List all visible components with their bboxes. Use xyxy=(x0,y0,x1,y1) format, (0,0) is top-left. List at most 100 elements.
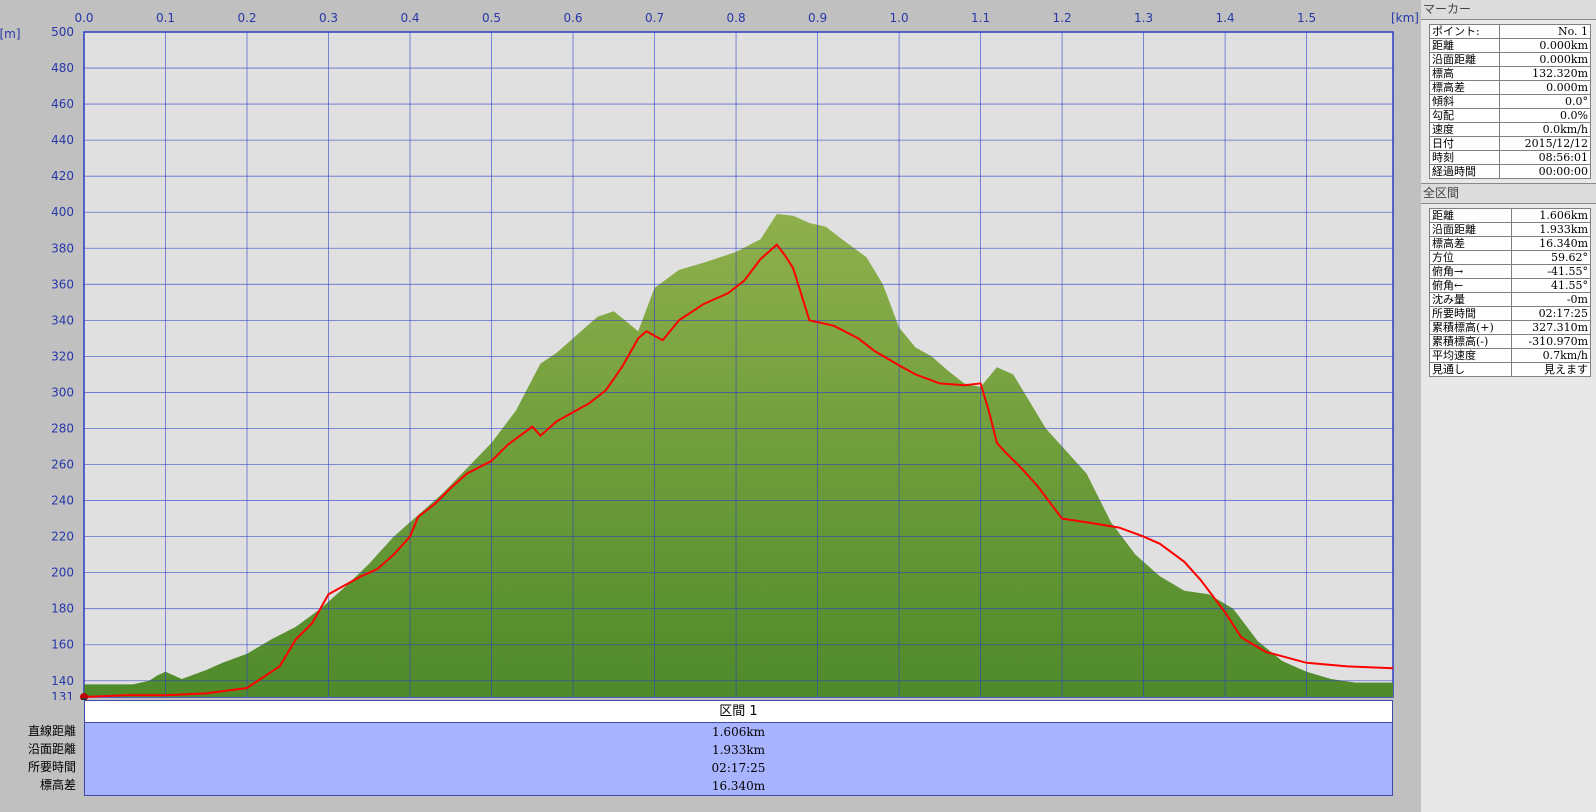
total-row: 俯角← 41.55° xyxy=(1429,278,1592,293)
section-row-labels: 直線距離 沿面距離 所要時間 標高差 xyxy=(0,722,76,794)
y-min-label: 131 xyxy=(51,690,74,700)
total-row: 沿面距離 1.933km xyxy=(1429,222,1592,237)
track-line xyxy=(83,243,1394,698)
marker-value: 0.0° xyxy=(1499,94,1591,109)
total-label: 距離 xyxy=(1429,208,1512,223)
y-tick-label: 260 xyxy=(51,458,74,472)
marker-label: 傾斜 xyxy=(1428,94,1501,109)
total-value: 0.7km/h xyxy=(1510,348,1592,363)
total-label: 俯角← xyxy=(1429,278,1512,293)
total-row: 方位 59.62° xyxy=(1429,250,1592,265)
section-summary: 区間 1 1.606km 1.933km 02:17:25 16.340m xyxy=(84,700,1393,796)
cursor-marker xyxy=(81,698,87,700)
total-label: 所要時間 xyxy=(1429,306,1512,321)
x-tick-label: 0.1 xyxy=(156,11,175,25)
y-tick-label: 300 xyxy=(51,385,74,399)
x-tick-label: 1.4 xyxy=(1216,11,1235,25)
marker-row: 標高差 0.000m xyxy=(1428,80,1591,95)
y-tick-label: 320 xyxy=(51,349,74,363)
total-value: -41.55° xyxy=(1510,264,1592,279)
y-tick-label: 140 xyxy=(51,674,74,688)
y-tick-label: 360 xyxy=(51,277,74,291)
marker-label: 標高差 xyxy=(1428,80,1501,95)
x-tick-label: 0.9 xyxy=(808,11,827,25)
terrain-area xyxy=(84,214,1393,697)
total-label: 沿面距離 xyxy=(1429,222,1512,237)
x-unit-label: [km] xyxy=(1391,11,1419,25)
x-tick-label: 0.8 xyxy=(727,11,746,25)
total-panel-title: 全区間 xyxy=(1421,183,1596,204)
marker-label: 経過時間 xyxy=(1428,164,1501,179)
marker-row: 沿面距離 0.000km xyxy=(1428,52,1591,67)
y-tick-label: 180 xyxy=(51,602,74,616)
marker-row: 日付 2015/12/12 xyxy=(1428,136,1591,151)
marker-row: 標高 132.320m xyxy=(1428,66,1591,81)
y-tick-label: 480 xyxy=(51,61,74,75)
total-value: 1.606km xyxy=(1510,208,1592,223)
marker-row: ポイント: No. 1 xyxy=(1428,24,1591,39)
x-tick-label: 1.3 xyxy=(1134,11,1153,25)
marker-value: 2015/12/12 xyxy=(1499,136,1591,151)
marker-value: 00:00:00 xyxy=(1499,164,1591,179)
y-tick-label: 380 xyxy=(51,241,74,255)
total-row: 俯角→ -41.55° xyxy=(1429,264,1592,279)
marker-table: ポイント: No. 1 距離 0.000km 沿面距離 0.000km 標高 132.320m… xyxy=(1428,24,1591,179)
y-unit-label: [m] xyxy=(0,27,21,41)
total-value: 1.933km xyxy=(1510,222,1592,237)
y-tick-label: 440 xyxy=(51,133,74,147)
y-tick-label: 340 xyxy=(51,313,74,327)
total-label: 累積標高(+) xyxy=(1429,320,1512,335)
y-tick-label: 460 xyxy=(51,97,74,111)
total-value: -310.970m xyxy=(1510,334,1592,349)
total-row: 標高差 16.340m xyxy=(1429,236,1592,251)
row-label: 所要時間 xyxy=(27,760,76,774)
x-tick-label: 1.0 xyxy=(890,11,909,25)
x-tick-label: 0.3 xyxy=(319,11,338,25)
y-tick-label: 280 xyxy=(51,421,74,435)
marker-value: 132.320m xyxy=(1499,66,1591,81)
y-tick-label: 500 xyxy=(51,25,74,39)
marker-value: 0.0% xyxy=(1499,108,1591,123)
y-tick-label: 200 xyxy=(51,566,74,580)
marker-label: 時刻 xyxy=(1428,150,1501,165)
marker-row: 速度 0.0km/h xyxy=(1428,122,1591,137)
marker-label: 距離 xyxy=(1428,38,1501,53)
marker-value: 08:56:01 xyxy=(1499,150,1591,165)
total-value: 327.310m xyxy=(1510,320,1592,335)
marker-row: 経過時間 00:00:00 xyxy=(1428,164,1591,179)
marker-label: 勾配 xyxy=(1428,108,1501,123)
total-label: 累積標高(-) xyxy=(1429,334,1512,349)
marker-row: 勾配 0.0% xyxy=(1428,108,1591,123)
marker-label: ポイント: xyxy=(1428,24,1501,39)
marker-row: 距離 0.000km xyxy=(1428,38,1591,53)
y-tick-label: 220 xyxy=(51,530,74,544)
total-row: 沈み量 -0m xyxy=(1429,292,1592,307)
section-value-time: 02:17:25 xyxy=(711,761,766,775)
total-row: 距離 1.606km xyxy=(1429,208,1592,223)
total-row: 累積標高(+) 327.310m xyxy=(1429,320,1592,335)
x-tick-label: 1.2 xyxy=(1053,11,1072,25)
row-label: 沿面距離 xyxy=(27,742,76,756)
x-tick-label: 0.2 xyxy=(237,11,256,25)
x-tick-label: 1.5 xyxy=(1297,11,1316,25)
section-value-surface: 1.933km xyxy=(711,743,765,757)
x-tick-label: 0.5 xyxy=(482,11,501,25)
total-label: 沈み量 xyxy=(1429,292,1512,307)
total-value: 見えます xyxy=(1510,362,1592,377)
elevation-chart[interactable]: 0.0 0.1 0.2 0.3 0.4 0.5 0.6 0.7 0.8 0.9 1.0 1.1 1.2 1… xyxy=(0,0,1421,700)
marker-row: 時刻 08:56:01 xyxy=(1428,150,1591,165)
total-value: 02:17:25 xyxy=(1510,306,1592,321)
marker-value: 0.000km xyxy=(1499,38,1591,53)
total-value: 59.62° xyxy=(1510,250,1592,265)
x-tick-label: 0.0 xyxy=(74,11,93,25)
marker-value: 0.000m xyxy=(1499,80,1591,95)
section-header[interactable]: 区間 1 xyxy=(85,701,1392,723)
total-row: 見通し 見えます xyxy=(1429,362,1592,377)
row-label: 直線距離 xyxy=(27,724,76,738)
x-tick-label: 0.6 xyxy=(563,11,582,25)
total-value: 41.55° xyxy=(1510,278,1592,293)
total-row: 平均速度 0.7km/h xyxy=(1429,348,1592,363)
marker-label: 沿面距離 xyxy=(1428,52,1501,67)
section-value-elevation: 16.340m xyxy=(711,779,766,793)
total-label: 標高差 xyxy=(1429,236,1512,251)
